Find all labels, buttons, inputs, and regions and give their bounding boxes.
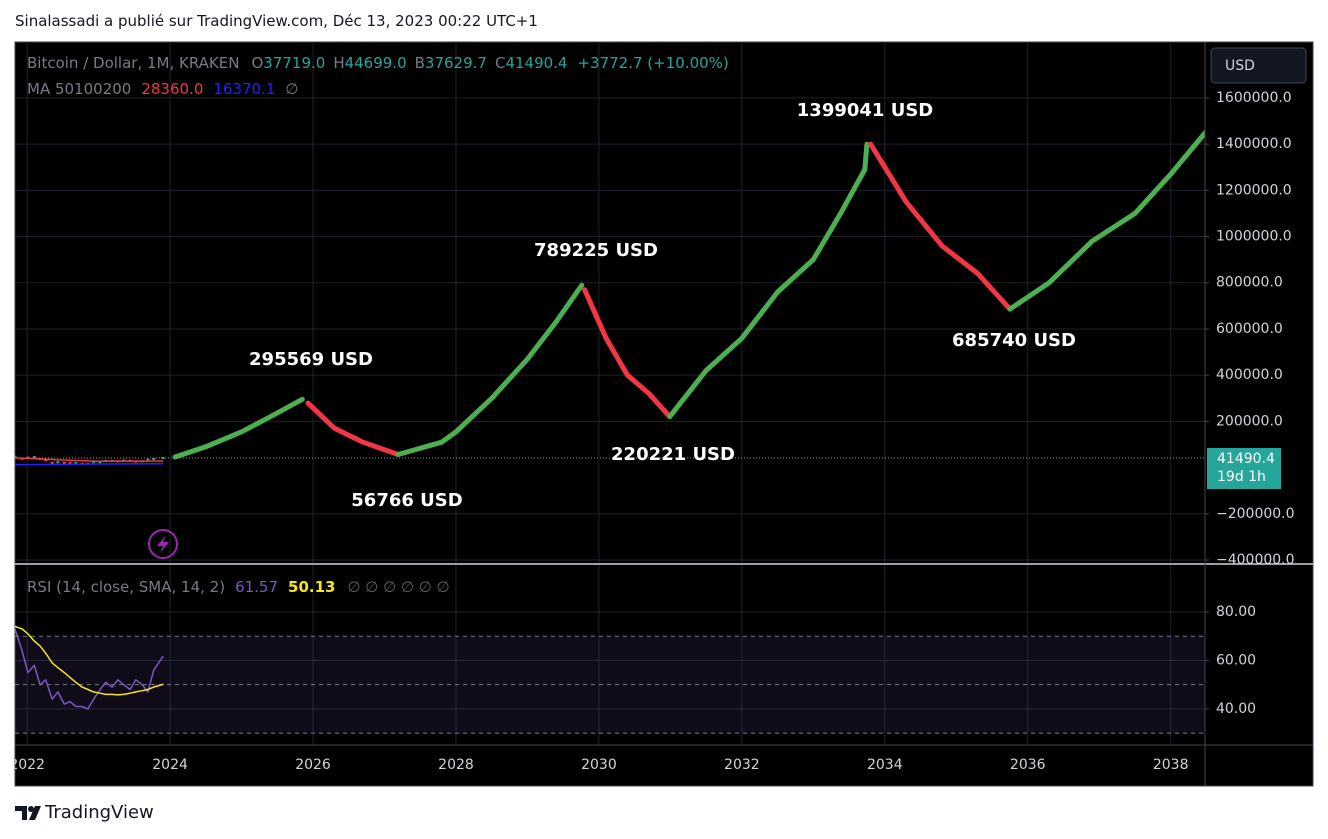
- series-line: [305, 400, 401, 457]
- x-tick-label: 2036: [1010, 757, 1046, 773]
- indicator-value: 16370.1: [213, 80, 276, 98]
- indicator-value: 28360.0: [141, 80, 204, 98]
- x-tick-label: 2030: [581, 757, 617, 773]
- candle: [92, 461, 96, 464]
- annotation: 56766 USD: [351, 490, 462, 511]
- series-line: [868, 141, 1013, 312]
- series-line: [395, 282, 585, 457]
- rsi-value: 50.13: [288, 578, 336, 596]
- candle: [62, 461, 66, 464]
- x-tick-label: 2038: [1153, 757, 1189, 773]
- y-tick-label: −200000.0: [1216, 506, 1295, 522]
- currency-button[interactable]: [1210, 47, 1307, 84]
- y-tick-label: −400000.0: [1216, 552, 1295, 568]
- annotation: 1399041 USD: [797, 100, 933, 121]
- x-axis: 2022 2024 2026 2028 2030 2032 2034 2036 2038: [9, 757, 1189, 773]
- last-price-label: 41490.4: [1217, 451, 1275, 467]
- publish-header: Sinalassadi a publié sur TradingView.com…: [15, 12, 538, 30]
- ohlc-label: H: [333, 54, 345, 72]
- series-line: [667, 141, 870, 420]
- annotation: 295569 USD: [249, 349, 373, 370]
- price-pane: [15, 42, 1205, 563]
- lightning-icon: [148, 529, 178, 559]
- y-tick-label: 1200000.0: [1216, 182, 1292, 198]
- series-line: [1007, 130, 1205, 312]
- logo: [15, 805, 41, 820]
- symbol-title: Bitcoin / Dollar, 1M, KRAKEN: [27, 54, 240, 72]
- annotation: 789225 USD: [534, 240, 658, 261]
- y-tick-label: 400000.0: [1216, 367, 1283, 383]
- candle: [44, 459, 48, 462]
- rsi-legend: RSI (14, close, SMA, 14, 2) 61.57 50.13 ∅ ∅…: [27, 578, 450, 596]
- series-line: [15, 625, 164, 696]
- annotation: 220221 USD: [611, 444, 735, 465]
- x-tick-label: 2026: [295, 757, 331, 773]
- y-tick-label: 60.00: [1216, 652, 1256, 668]
- series-line: [582, 287, 673, 420]
- y-tick-label: 80.00: [1216, 604, 1256, 620]
- rsi-value: 61.57: [235, 578, 279, 596]
- candle: [98, 461, 102, 464]
- price-change: +3772.7 (+10.00%): [577, 54, 729, 72]
- candle: [15, 455, 17, 458]
- ma-legend: MA 50100200 28360.0 16370.1 ∅: [27, 80, 298, 98]
- candle: [50, 462, 54, 465]
- candle: [32, 456, 36, 459]
- annotation: 685740 USD: [952, 330, 1076, 351]
- brand: TradingView: [45, 802, 154, 823]
- currency: USD: [1225, 58, 1255, 74]
- ohlc-value: 44699.0: [344, 54, 407, 72]
- indicator-empty: ∅: [285, 80, 299, 98]
- y-tick-label: 1000000.0: [1216, 229, 1292, 245]
- ohlc-value: 41490.4: [505, 54, 568, 72]
- x-tick-label: 2024: [152, 757, 188, 773]
- y-tick-label: 600000.0: [1216, 321, 1283, 337]
- ohlc-label: O: [251, 54, 264, 72]
- ohlc-value: 37629.7: [424, 54, 487, 72]
- x-tick-label: 2034: [867, 757, 903, 773]
- footer: TradingView: [15, 802, 154, 823]
- candle: [146, 458, 150, 461]
- rsi-pane: [15, 565, 1205, 745]
- symbol-legend: Bitcoin / Dollar, 1M, KRAKEN O37719.0 H446…: [27, 54, 729, 72]
- series-line: [172, 396, 305, 460]
- candle: [74, 461, 78, 464]
- series-line: [15, 463, 164, 466]
- series-line: [15, 457, 164, 463]
- y-tick-label: 40.00: [1216, 701, 1256, 717]
- x-tick-label: 2032: [724, 757, 760, 773]
- y-tick-label: 1400000.0: [1216, 136, 1292, 152]
- y-tick-label: 1600000.0: [1216, 90, 1292, 106]
- candle: [152, 457, 156, 460]
- ohlc-label: C: [494, 54, 506, 72]
- rsi-empty: ∅ ∅ ∅ ∅ ∅ ∅: [347, 578, 450, 596]
- ohlc-value: 37719.0: [263, 54, 326, 72]
- candle: [56, 461, 60, 464]
- ohlc-label: B: [414, 54, 425, 72]
- countdown: 19d 1h: [1217, 469, 1266, 485]
- candle: [68, 462, 72, 465]
- last-price-box: [1207, 447, 1281, 489]
- x-tick-label: 2022: [9, 757, 45, 773]
- rsi-title: RSI (14, close, SMA, 14, 2): [27, 578, 226, 596]
- y-tick-label: 200000.0: [1216, 413, 1283, 429]
- series-line: [15, 628, 164, 710]
- x-tick-label: 2028: [438, 757, 474, 773]
- y-tick-label: 800000.0: [1216, 275, 1283, 291]
- indicator-name: MA 50100200: [27, 80, 132, 98]
